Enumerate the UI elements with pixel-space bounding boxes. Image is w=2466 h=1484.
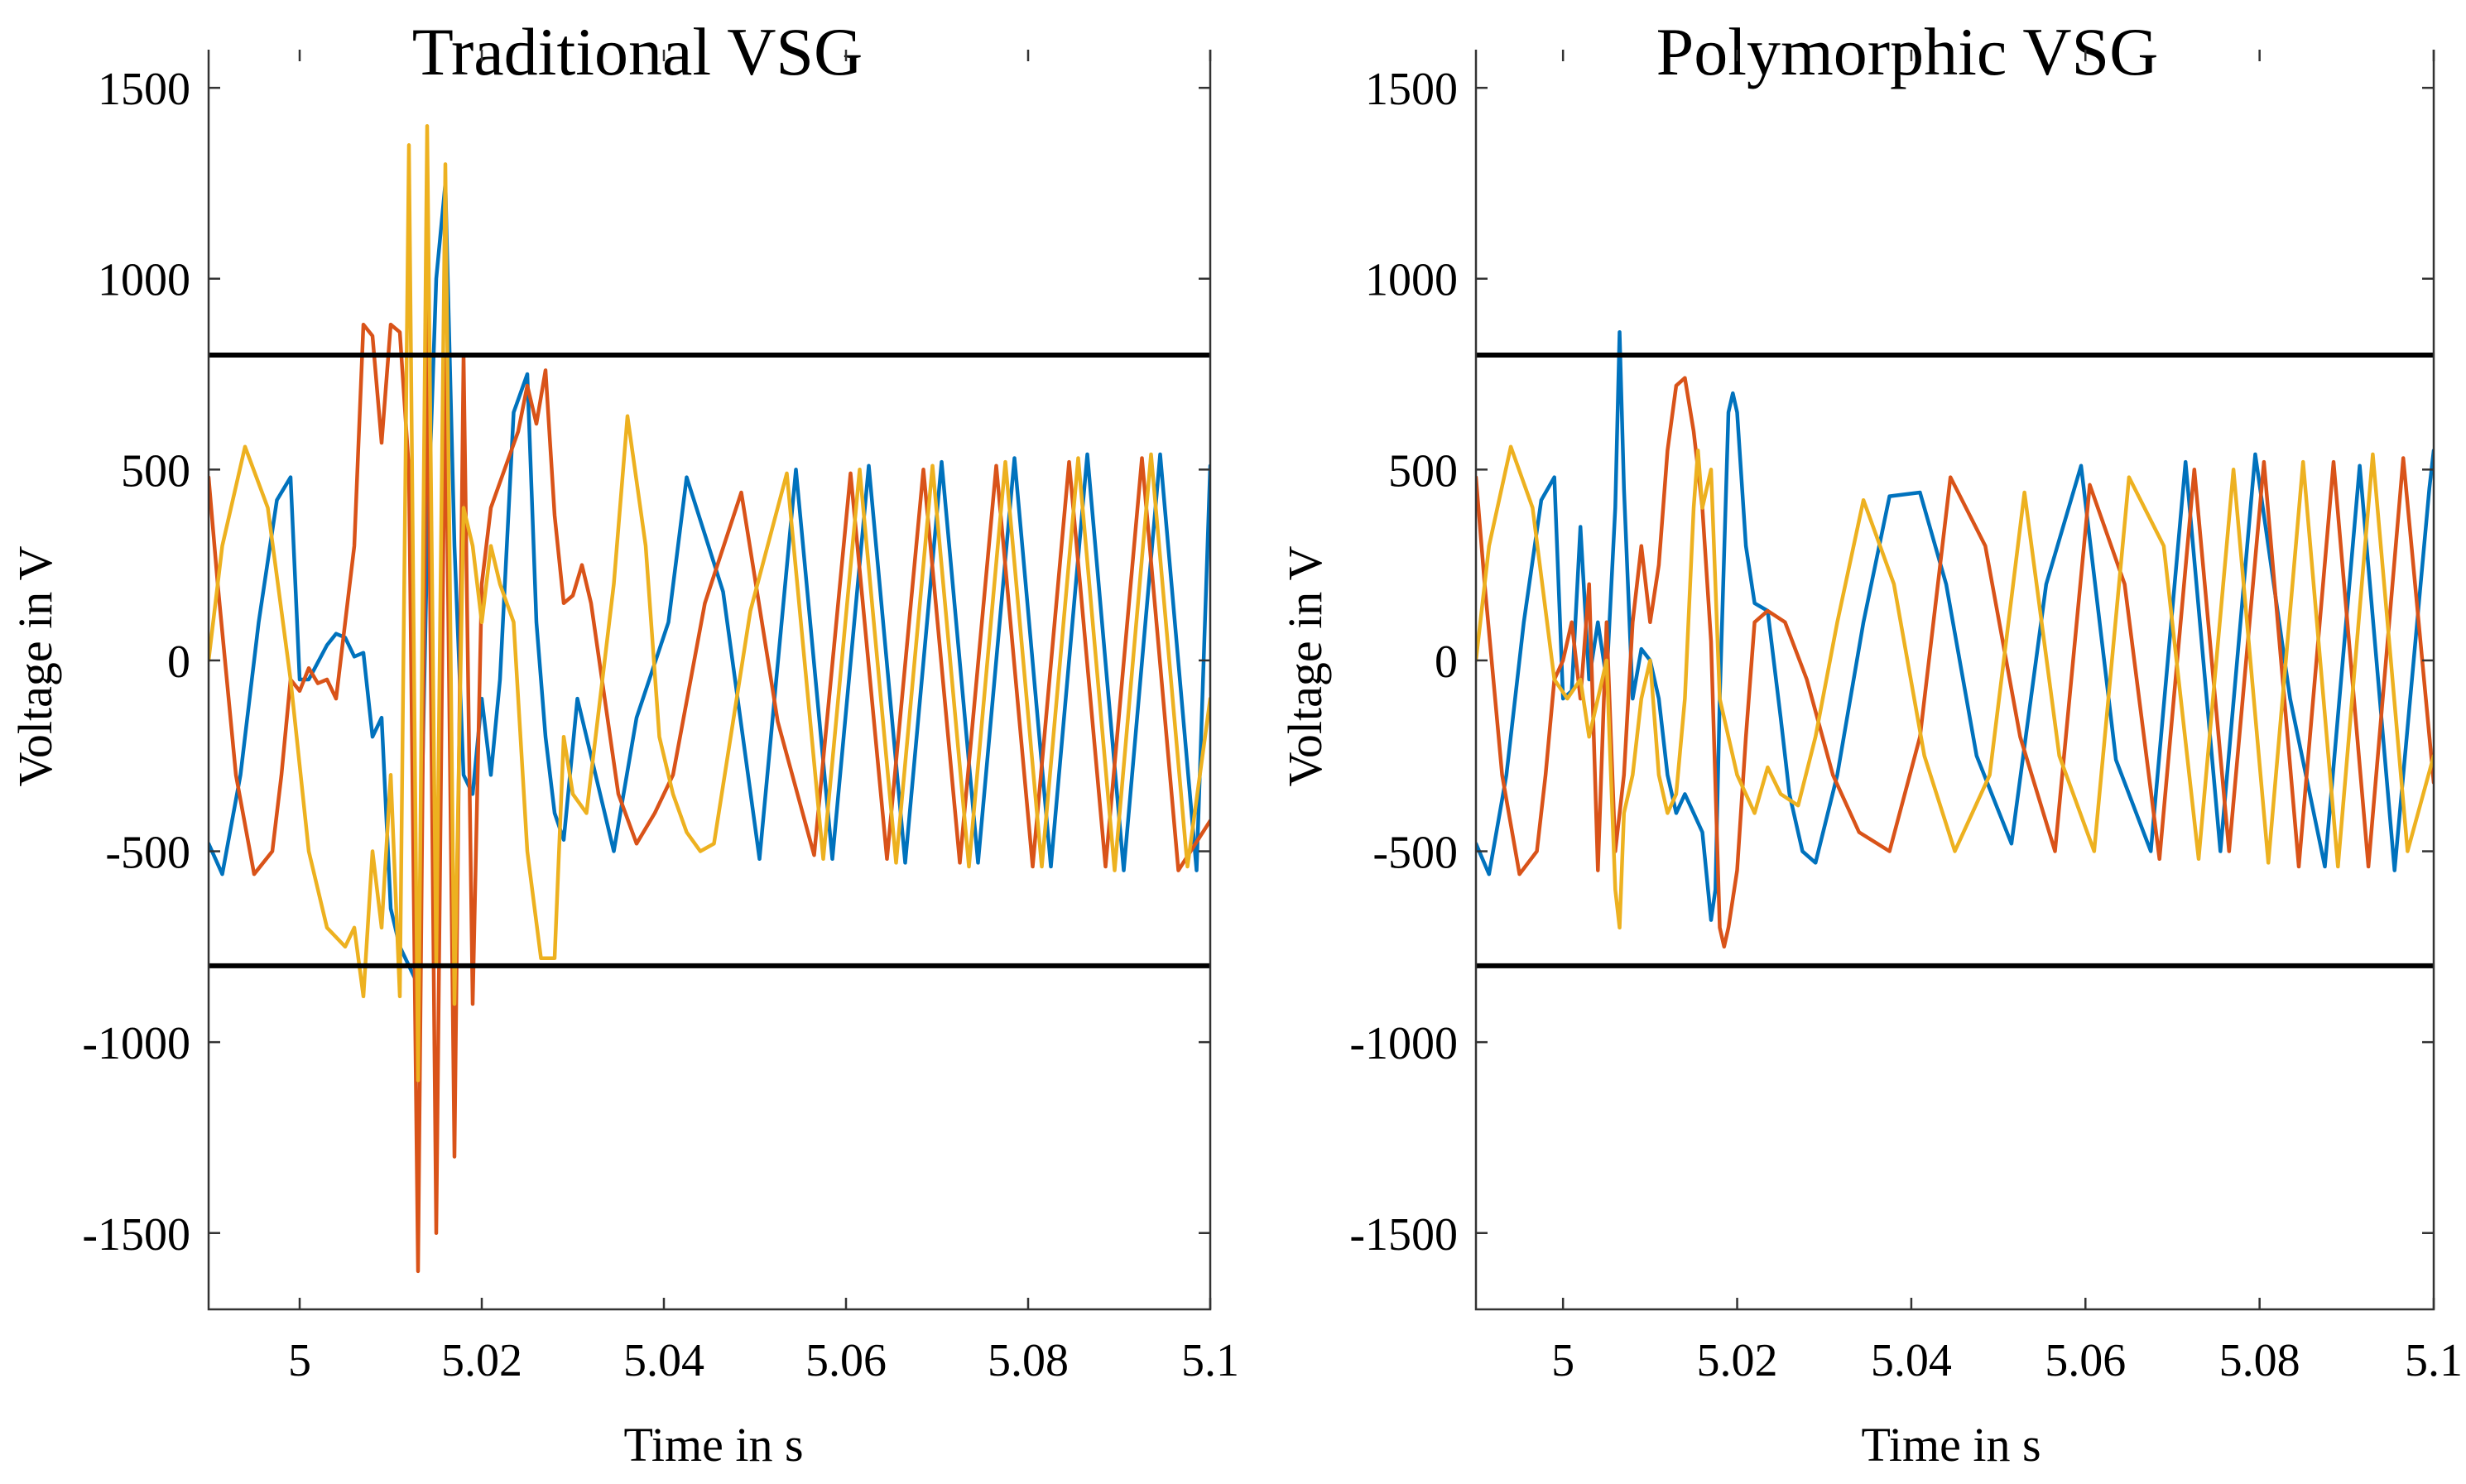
y-tick-label: 1000: [98, 255, 190, 306]
x-tick-label: 5.08: [988, 1335, 1069, 1386]
axes-frame: [207, 50, 1212, 1311]
y-tick-label: 1500: [1365, 64, 1458, 115]
y-tick-label: 500: [121, 445, 190, 497]
plot-area: 5 5.02 5.04 5.06 5.08 5.1 1500 1000 500 0 -500 -100…: [82, 50, 1239, 1386]
series-group: [1476, 330, 2434, 949]
y-tick-label: -1000: [1349, 1018, 1458, 1069]
series-phase-b: [1476, 376, 2434, 949]
chart-polymorphic-vsg: Polymorphic VSG Time in s Voltage in V 5…: [1278, 14, 2463, 1472]
y-tick-label: 0: [167, 636, 190, 688]
y-tick-label: -500: [1372, 828, 1458, 879]
series-phase-c: [1476, 444, 2434, 930]
y-tick-label: -1000: [82, 1018, 190, 1069]
y-tick-label: -1500: [1349, 1209, 1458, 1261]
series-phase-c: [209, 123, 1210, 1083]
y-axis-label: Voltage in V: [8, 545, 62, 786]
y-tick-label: 0: [1435, 636, 1458, 688]
y-tick-label: 1000: [1365, 255, 1458, 306]
y-tick-label: 1500: [98, 64, 190, 115]
chart-traditional-vsg: Traditional VSG Time in s Voltage in V 5…: [8, 14, 1239, 1472]
x-tick-label: 5: [1551, 1335, 1574, 1386]
plot-area: 5 5.02 5.04 5.06 5.08 5.1 1500 1000 500 0 -500 -100…: [1349, 50, 2463, 1386]
x-tick-label: 5.02: [441, 1335, 522, 1386]
x-tick-label: 5.06: [2045, 1335, 2126, 1386]
series-phase-b: [209, 295, 1210, 1274]
y-tick-label: 500: [1388, 445, 1458, 497]
x-tick-label: 5.1: [1181, 1335, 1239, 1386]
x-tick-label: 5.06: [805, 1335, 887, 1386]
chart-title: Traditional VSG: [412, 14, 863, 89]
y-tick-label: -1500: [82, 1209, 190, 1261]
x-tick-label: 5.08: [2219, 1335, 2300, 1386]
x-tick-label: 5: [288, 1335, 311, 1386]
axes-frame: [1474, 50, 2435, 1311]
chart-title: Polymorphic VSG: [1656, 14, 2159, 89]
x-tick-label: 5.04: [623, 1335, 704, 1386]
x-tick-label: 5.04: [1871, 1335, 1952, 1386]
x-tick-label: 5.1: [2405, 1335, 2463, 1386]
series-phase-a: [209, 181, 1210, 987]
y-tick-label: -500: [105, 828, 190, 879]
x-tick-label: 5.02: [1697, 1335, 1778, 1386]
y-axis-label: Voltage in V: [1278, 545, 1332, 786]
series-group: [209, 123, 1210, 1274]
x-axis-label: Time in s: [623, 1418, 803, 1472]
x-axis-label: Time in s: [1861, 1418, 2041, 1472]
